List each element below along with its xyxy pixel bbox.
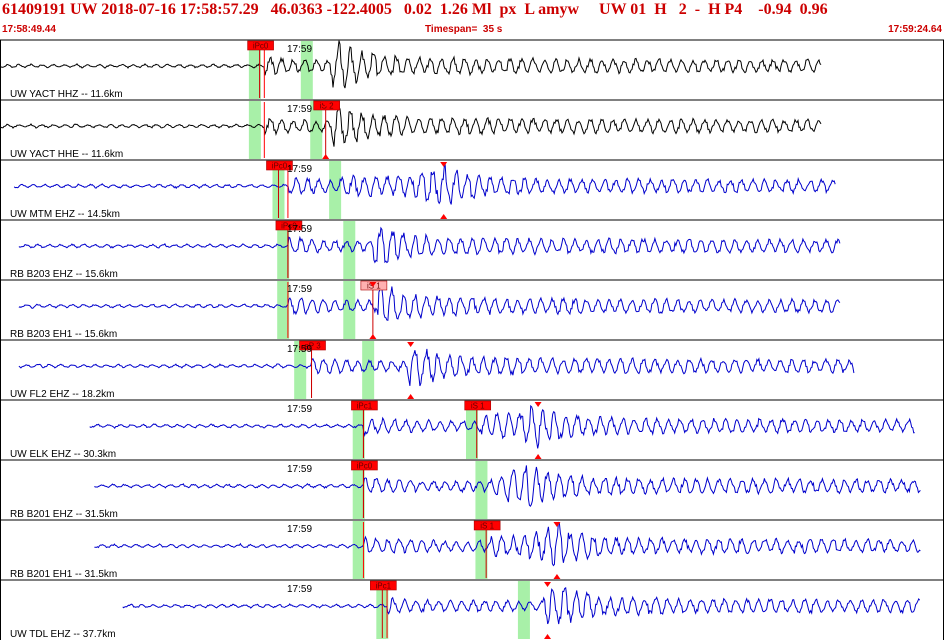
trace-panel: iS 2 17:59 UW YACT HHE -- 11.6km	[0, 99, 944, 160]
pick-window	[294, 341, 307, 399]
pick-window	[248, 101, 261, 159]
amplitude-marker-bottom	[369, 334, 377, 339]
pick-window	[466, 401, 478, 459]
amplitude-marker-bottom	[553, 574, 561, 579]
trace-panel: iPc0 17:59 UW YACT HHZ -- 11.6km	[0, 39, 944, 100]
trace-panel: iS 1 17:59 RB B201 EH1 -- 31.5km	[0, 519, 944, 580]
pick-label: iS 1	[367, 282, 381, 291]
pick-label: iPc0	[253, 42, 269, 51]
start-time-label: 17:58:49.44	[2, 24, 56, 35]
pick-flag[interactable]	[351, 400, 378, 411]
waveform-line	[94, 465, 921, 508]
pick-window	[352, 521, 365, 579]
amplitude-marker-top	[534, 402, 542, 407]
timespan-label: Timespan= 35 s	[425, 24, 503, 35]
pick-window	[352, 461, 365, 519]
trace-panel: iPc0 17:59 UW MTM EHZ -- 14.5km	[0, 159, 944, 220]
pick-window	[475, 521, 488, 579]
pick-window	[343, 281, 356, 339]
amplitude-marker-bottom	[407, 394, 415, 399]
trace-panel: eP 317:59 UW FL2 EHZ -- 18.2km	[0, 339, 944, 400]
amplitude-marker-bottom	[440, 214, 448, 219]
pick-window	[352, 401, 365, 459]
amplitude-marker-bottom	[534, 454, 542, 459]
pick-window	[277, 221, 290, 279]
minute-label: 17:59	[287, 584, 312, 595]
minute-label: 17:59	[287, 524, 312, 535]
amplitude-marker-top	[322, 102, 330, 107]
minute-label: 17:59	[287, 404, 312, 415]
pick-window	[310, 101, 323, 159]
pick-window	[248, 41, 261, 99]
amplitude-marker-bottom	[544, 634, 552, 639]
pick-window	[300, 41, 313, 99]
minute-label: 17:59	[287, 104, 312, 115]
pick-window	[277, 281, 290, 339]
pick-label: iPc1	[376, 582, 392, 591]
minute-label: 17:59	[287, 164, 312, 175]
channel-label: RB B201 EHZ -- 31.5km	[10, 509, 118, 520]
channel-label: UW YACT HHE -- 11.6km	[10, 149, 123, 160]
pick-label: iPc0	[281, 222, 297, 231]
pick-label: iS 1	[480, 522, 494, 531]
pick-flag[interactable]	[299, 340, 326, 351]
waveform-line	[89, 404, 915, 449]
amplitude-marker-top	[407, 342, 415, 347]
channel-label: RB B201 EH1 -- 31.5km	[10, 569, 117, 580]
pick-window	[475, 461, 488, 519]
event-title: 61409191 UW 2018-07-16 17:58:57.29 46.03…	[2, 1, 828, 18]
waveform-line	[0, 105, 822, 147]
pick-window	[362, 341, 375, 399]
minute-label: 17:59	[287, 344, 312, 355]
amplitude-marker-top	[544, 582, 552, 587]
minute-label: 17:59	[287, 284, 312, 295]
trace-panel: iPc1 17:59 UW TDL EHZ -- 37.7km	[0, 579, 944, 640]
channel-label: UW MTM EHZ -- 14.5km	[10, 209, 120, 220]
waveform-line	[18, 226, 841, 264]
amplitude-marker-top	[440, 162, 448, 167]
pick-flag[interactable]	[275, 220, 303, 231]
pick-flag[interactable]	[247, 40, 274, 51]
pick-label: iS 2	[320, 102, 334, 111]
waveform-line	[94, 521, 921, 567]
pick-window	[343, 221, 356, 279]
waveform-line	[18, 283, 841, 321]
waveform-line	[122, 586, 921, 625]
pick-flag[interactable]	[266, 160, 293, 171]
amplitude-marker-bottom	[322, 154, 330, 159]
waveform-line	[0, 40, 822, 89]
channel-label: RB B203 EH1 -- 15.6km	[10, 329, 117, 340]
pick-label: iPc0	[357, 462, 373, 471]
minute-label: 17:59	[287, 44, 312, 55]
amplitude-marker-top	[553, 522, 561, 527]
pick-label: iPc1	[357, 402, 373, 411]
minute-label: 17:59	[287, 464, 312, 475]
pick-label: eP 3	[304, 342, 321, 351]
trace-panel: iS 1 17:59 RB B203 EH1 -- 15.6km	[0, 279, 944, 340]
pick-flag[interactable]	[473, 520, 501, 531]
waveform-line	[18, 348, 855, 387]
waveform-line	[13, 163, 836, 205]
event-header: 61409191 UW 2018-07-16 17:58:57.29 46.03…	[0, 0, 944, 24]
pick-flag[interactable]	[370, 580, 397, 591]
pick-flag[interactable]	[464, 400, 492, 411]
minute-label: 17:59	[287, 224, 312, 235]
channel-label: UW ELK EHZ -- 30.3km	[10, 449, 116, 460]
pick-label: iS 1	[471, 402, 485, 411]
amplitude-marker-top	[369, 282, 377, 287]
channel-label: UW FL2 EHZ -- 18.2km	[10, 389, 114, 400]
pick-label: iPc0	[272, 162, 288, 171]
trace-panel: iPc0 17:59 RB B201 EHZ -- 31.5km	[0, 459, 944, 520]
channel-label: UW TDL EHZ -- 37.7km	[10, 629, 116, 640]
channel-label: RB B203 EHZ -- 15.6km	[10, 269, 118, 280]
channel-label: UW YACT HHZ -- 11.6km	[10, 89, 123, 100]
trace-panel: iPc1 iS 1 17:59 UW ELK EHZ -- 30.3km	[0, 399, 944, 460]
end-time-label: 17:59:24.64	[888, 24, 942, 35]
pick-flag[interactable]	[351, 460, 378, 471]
